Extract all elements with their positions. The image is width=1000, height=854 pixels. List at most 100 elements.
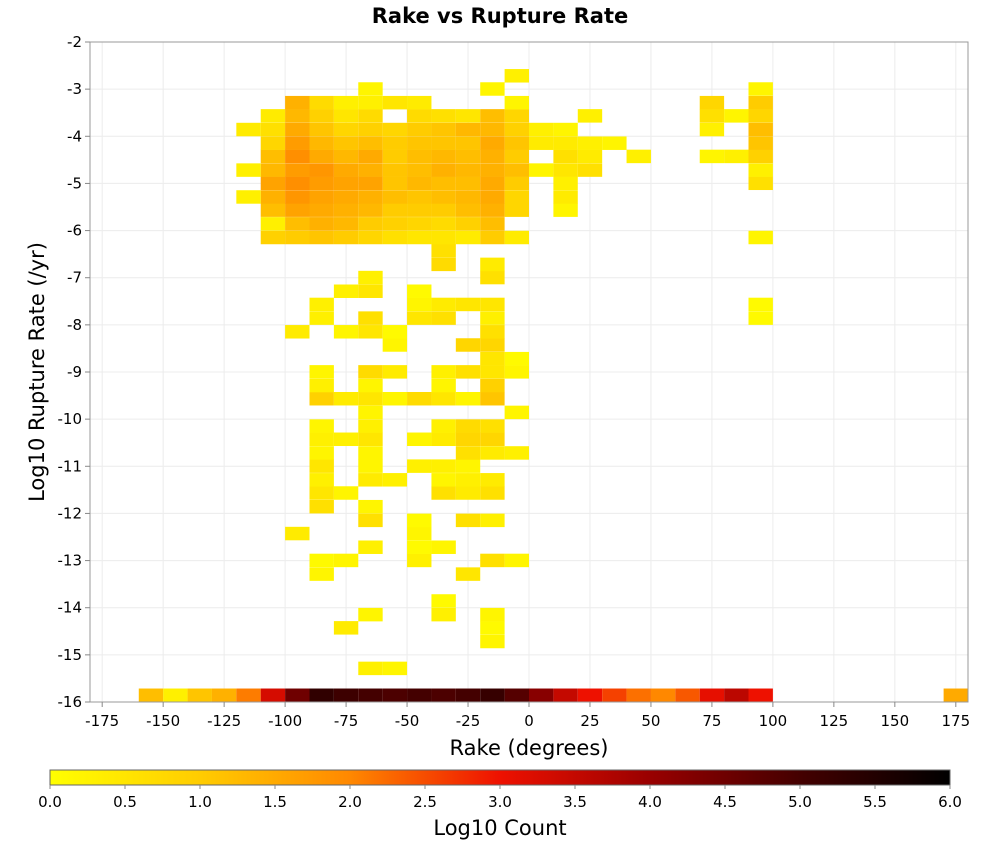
heatmap-cell: [309, 203, 334, 217]
heatmap-cell: [358, 513, 383, 528]
heatmap-cell: [748, 311, 773, 325]
heatmap-cell: [358, 284, 383, 298]
heatmap-cell: [480, 473, 505, 487]
heatmap-cell: [480, 351, 505, 366]
heatmap-cell: [309, 122, 334, 137]
heatmap-cell: [431, 391, 456, 406]
heatmap-cell: [358, 446, 383, 460]
heatmap-cell: [504, 122, 529, 137]
heatmap-cell: [529, 163, 554, 177]
heatmap-cell: [480, 621, 505, 635]
heatmap-cell: [333, 136, 359, 150]
colorbar-label: Log10 Count: [433, 816, 566, 840]
heatmap-cell: [260, 109, 286, 123]
heatmap-cell: [431, 594, 456, 608]
heatmap-cell: [431, 607, 456, 622]
heatmap-cell: [358, 230, 383, 245]
heatmap-cell: [431, 297, 456, 312]
heatmap-cell: [626, 688, 651, 702]
x-tick-label: -50: [395, 712, 420, 730]
heatmap-cell: [358, 661, 383, 676]
x-tick-label: 100: [759, 712, 788, 730]
heatmap-cell: [358, 82, 383, 96]
heatmap-cell: [529, 688, 554, 702]
y-tick-label: -15: [58, 646, 83, 664]
heatmap-cell: [260, 122, 286, 137]
heatmap-cell: [333, 190, 359, 204]
heatmap-cell: [382, 163, 408, 177]
heatmap-cell: [480, 149, 505, 164]
y-tick-label: -7: [67, 269, 82, 287]
heatmap-cell: [748, 82, 773, 96]
heatmap-cell: [504, 95, 529, 110]
heatmap-cell: [529, 136, 554, 150]
heatmap-cell: [211, 688, 237, 702]
colorbar-tick-label: 3.0: [488, 793, 512, 811]
heatmap-cell: [333, 149, 359, 164]
heatmap-cell: [260, 688, 286, 702]
heatmap-cell: [382, 325, 408, 339]
heatmap-cell: [699, 122, 725, 137]
heatmap-cell: [260, 136, 286, 150]
heatmap-cell: [431, 163, 456, 177]
heatmap-cell: [285, 109, 310, 123]
heatmap-cell: [309, 190, 334, 204]
y-tick-label: -9: [67, 363, 82, 381]
colorbar-tick-label: 0.5: [113, 793, 137, 811]
heatmap-cell: [358, 365, 383, 379]
x-tick-label: 50: [641, 712, 660, 730]
heatmap-cell: [943, 688, 968, 702]
heatmap-cell: [358, 190, 383, 204]
heatmap-cell: [358, 459, 383, 473]
heatmap-cell: [431, 230, 456, 245]
heatmap-cell: [358, 136, 383, 150]
y-tick-label: -6: [67, 222, 82, 240]
heatmap-cell: [553, 122, 578, 137]
heatmap-cell: [333, 230, 359, 245]
heatmap-cell: [260, 176, 286, 191]
heatmap-cell: [455, 432, 481, 447]
heatmap-cell: [504, 176, 529, 191]
heatmap-cell: [260, 163, 286, 177]
chart-title: Rake vs Rupture Rate: [372, 4, 628, 28]
heatmap-cell: [333, 203, 359, 217]
heatmap-cell: [431, 688, 456, 702]
heatmap-cell: [553, 688, 578, 702]
heatmap-cell: [309, 176, 334, 191]
heatmap-cell: [309, 473, 334, 487]
heatmap-cell: [480, 365, 505, 379]
heatmap-cell: [236, 163, 261, 177]
x-axis-ticks: -175 -150 -125 -100 -75 -50 -25 0 25 50 75 100 125 15…: [85, 702, 970, 730]
heatmap-cell: [309, 567, 334, 581]
heatmap-cell: [480, 634, 505, 649]
heatmap-cell: [358, 311, 383, 325]
heatmap-cell: [309, 365, 334, 379]
heatmap-cell: [407, 688, 432, 702]
heatmap-cell: [236, 688, 261, 702]
colorbar: [49, 769, 951, 786]
heatmap-cell: [358, 499, 383, 514]
colorbar-ticks: 0.0 0.5 1.0 1.5 2.0 2.5 3.0 3.5 4.0 4.5 5.0 5.5 6.0: [38, 785, 962, 811]
heatmap-cell: [358, 540, 383, 554]
heatmap-cell: [455, 203, 481, 217]
heatmap-cell: [455, 338, 481, 352]
heatmap-cell: [285, 136, 310, 150]
heatmap-cell: [382, 136, 408, 150]
colorbar-tick-label: 4.5: [713, 793, 737, 811]
heatmap-cell: [358, 391, 383, 406]
heatmap-cell: [553, 203, 578, 217]
heatmap-cell: [333, 95, 359, 110]
heatmap-cell: [431, 217, 456, 231]
heatmap-cell: [431, 109, 456, 123]
heatmap-cell: [358, 432, 383, 447]
heatmap-cell: [309, 432, 334, 447]
heatmap-cell: [382, 149, 408, 164]
heatmap-cell: [260, 149, 286, 164]
heatmap-cell: [504, 351, 529, 366]
heatmap-cell: [382, 230, 408, 245]
heatmap-cell: [382, 217, 408, 231]
heatmap-cell: [480, 513, 505, 528]
heatmap-cell: [699, 149, 725, 164]
heatmap-cell: [480, 325, 505, 339]
y-tick-label: -3: [67, 80, 82, 98]
